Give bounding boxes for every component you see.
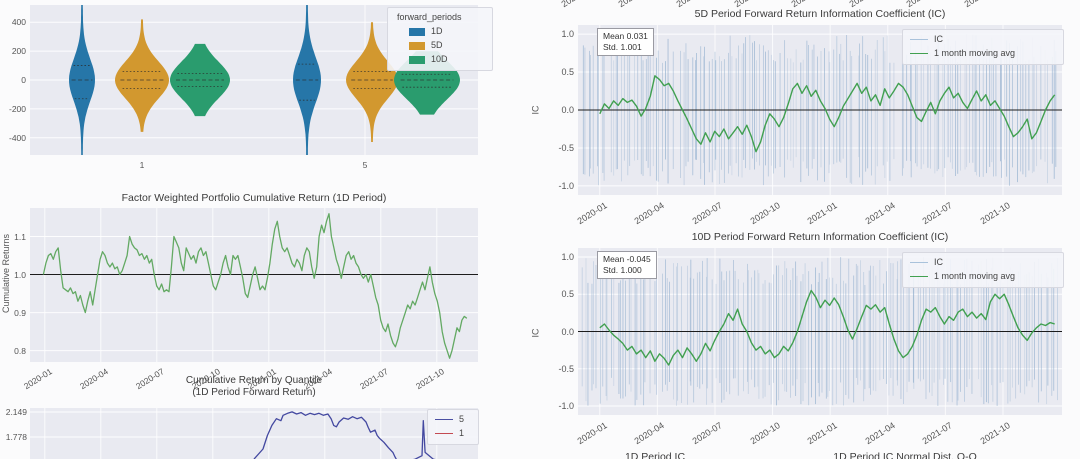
legend-label-1d: 1D xyxy=(431,25,443,36)
cumret-y-tick-label: 1.1 xyxy=(14,231,26,242)
legend-label-10d: 10D xyxy=(431,53,448,64)
violin-y-tick-label: -400 xyxy=(8,132,26,143)
ic5d-y-tick-label: 0.0 xyxy=(561,105,574,115)
quantile-legend-entry-1: 1 xyxy=(435,427,471,441)
ic10d-y-tick-label: 0.0 xyxy=(561,326,574,337)
ic10d-std: Std. 1.000 xyxy=(603,265,642,276)
ic10d-stats-box: Mean -0.045 Std. 1.000 xyxy=(597,251,657,280)
ic10d-y-tick-label: -1.0 xyxy=(558,401,574,412)
ic10d-y-tick-label: -0.5 xyxy=(558,363,574,374)
ic10d-legend-entry-ma: 1 month moving avg xyxy=(910,270,1056,284)
quantile-legend-swatch-5 xyxy=(435,419,453,421)
ic10d-legend-label-ma: 1 month moving avg xyxy=(934,270,1016,281)
ic10d-legend-swatch-ma xyxy=(910,276,928,278)
ic5d-legend-label-ic: IC xyxy=(934,34,943,44)
quantile-legend-label-1: 1 xyxy=(459,427,465,438)
ic5d-legend-swatch-ma xyxy=(910,53,928,55)
ic10d-title: 10D Period Forward Return Information Co… xyxy=(691,231,949,243)
quantile-legend-label-5: 5 xyxy=(459,414,465,424)
ic5d-mean: Mean 0.031 xyxy=(603,31,648,41)
cumret-y-tick-label: 0.9 xyxy=(14,307,26,318)
ic5d-ylabel: IC xyxy=(530,105,541,115)
quantile-legend-swatch-1 xyxy=(435,433,453,435)
ic5d-y-tick-label: -1.0 xyxy=(558,180,574,191)
ic5d-std: Std. 1.001 xyxy=(603,42,642,53)
legend-label-5d: 5D xyxy=(431,39,443,50)
violin-x-tick-label: 5 xyxy=(362,160,368,170)
legend-swatch-5d xyxy=(409,41,425,50)
violin-y-tick-label: 400 xyxy=(11,17,26,28)
ic5d-y-tick-label: 0.5 xyxy=(561,67,574,78)
ic10d-legend-label-ic: IC xyxy=(934,257,943,267)
violin-legend-title: forward_periods xyxy=(397,12,462,22)
legend-entry-1d: 1D xyxy=(395,25,485,39)
violin-legend: forward_periods 1D 5D 10D xyxy=(387,7,493,71)
quantile-legend-entry-5: 5 xyxy=(435,413,471,427)
cumret-y-tick-label: 0.8 xyxy=(14,345,26,356)
ic5d-legend-swatch-ic xyxy=(910,39,928,41)
partial-title-1d-ic-qq: 1D Period IC Normal Dist. Q-Q xyxy=(833,451,977,459)
ic10d-legend-entry-ic: IC xyxy=(910,256,1056,270)
ic10d-legend: IC 1 month moving avg xyxy=(902,252,1064,288)
quantile-y-tick-label: 2.149 xyxy=(5,407,27,417)
legend-entry-10d: 10D xyxy=(395,53,485,67)
quantile-title-line2: (1D Period Forward Return) xyxy=(192,387,316,398)
cumret-ylabel: Cumulative Returns xyxy=(1,233,11,313)
cumret-y-tick-label: 1.0 xyxy=(14,269,26,280)
legend-swatch-1d xyxy=(409,27,425,36)
ic10d-y-tick-label: 1.0 xyxy=(561,251,574,262)
ic5d-legend-entry-ic: IC xyxy=(910,33,1056,47)
legend-entry-5d: 5D xyxy=(395,39,485,53)
legend-swatch-10d xyxy=(409,55,425,64)
quantile-title-line1: Cumulative Return by Quantile xyxy=(185,375,323,386)
ic5d-legend: IC 1 month moving avg xyxy=(902,29,1064,65)
ic5d-y-tick-label: 1.0 xyxy=(561,29,574,40)
violin-x-tick-label: 1 xyxy=(139,160,145,170)
violin-y-tick-label: -200 xyxy=(8,103,26,114)
ic10d-ylabel: IC xyxy=(530,328,541,338)
partial-title-1d-period-ic: 1D Period IC xyxy=(624,451,686,459)
ic5d-y-tick-label: -0.5 xyxy=(558,142,574,153)
ic10d-legend-swatch-ic xyxy=(910,262,928,264)
ic5d-legend-entry-ma: 1 month moving avg xyxy=(910,47,1056,61)
ic10d-y-tick-label: 0.5 xyxy=(561,289,574,300)
cumret-title: Factor Weighted Portfolio Cumulative Ret… xyxy=(121,192,387,204)
ic5d-legend-label-ma: 1 month moving avg xyxy=(934,47,1016,58)
ic10d-mean: Mean -0.045 xyxy=(603,254,651,264)
violin-y-tick-label: 0 xyxy=(21,75,26,85)
ic5d-title: 5D Period Forward Return Information Coe… xyxy=(694,8,946,20)
quantile-y-tick-label: 1.778 xyxy=(5,432,27,442)
ic5d-stats-box: Mean 0.031 Std. 1.001 xyxy=(597,28,654,57)
quantile-legend: 5 1 xyxy=(427,409,479,445)
violin-y-tick-label: 200 xyxy=(11,46,26,57)
